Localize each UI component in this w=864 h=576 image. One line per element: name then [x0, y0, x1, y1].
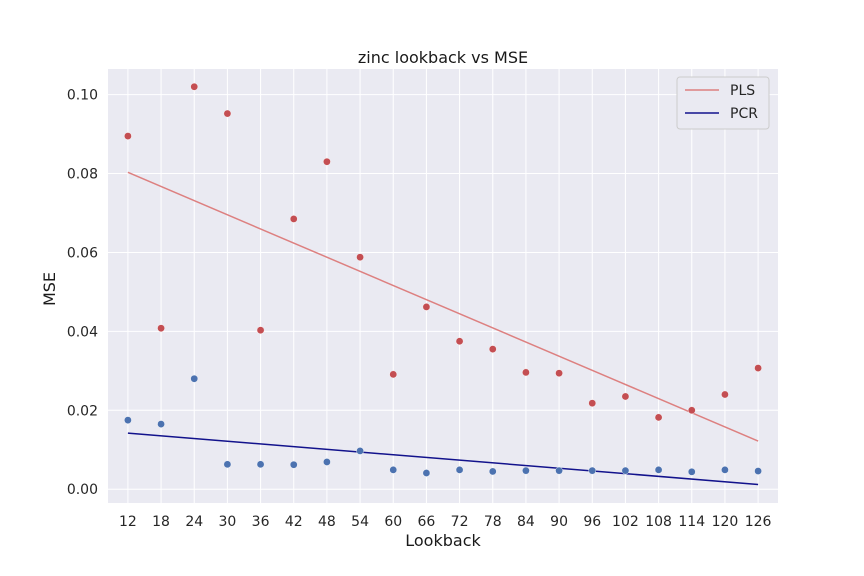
pcr-point — [223, 460, 232, 469]
pcr-point — [289, 460, 298, 469]
legend-label-pls: PLS — [730, 83, 755, 99]
data-points — [124, 82, 762, 477]
y-tick-label: 0.10 — [67, 88, 98, 104]
x-tick-labels: 12 18 24 30 36 42 48 54 60 66 72 78 84 90 96 102 108 114 1… — [119, 514, 772, 530]
pls-point — [488, 345, 497, 353]
x-tick-label: 36 — [252, 514, 270, 530]
pls-point — [124, 132, 132, 140]
pls-point — [256, 326, 265, 334]
legend: PLS PCR — [676, 76, 770, 130]
y-tick-label: 0.06 — [67, 245, 98, 261]
pcr-point — [654, 466, 663, 474]
x-tick-label: 24 — [185, 514, 203, 530]
pcr-point — [389, 466, 398, 474]
x-tick-label: 48 — [318, 514, 336, 530]
pcr-point — [555, 466, 563, 475]
pcr-point — [687, 468, 696, 476]
chart-title: zinc lookback vs MSE — [358, 48, 528, 67]
pls-point — [687, 406, 696, 415]
pls-point — [754, 364, 762, 372]
pcr-point — [522, 466, 530, 475]
x-tick-label: 102 — [612, 514, 639, 530]
pcr-point — [422, 469, 431, 477]
pls-point — [323, 157, 331, 166]
pls-point — [621, 392, 630, 401]
pcr-point — [588, 466, 597, 475]
x-tick-label: 30 — [218, 514, 236, 530]
pls-point — [356, 253, 364, 261]
pcr-point — [356, 447, 364, 455]
pcr-point — [323, 458, 331, 466]
grid-lines — [108, 69, 778, 503]
pcr-fit-line — [127, 432, 759, 486]
pls-point — [389, 370, 398, 379]
pls-point — [522, 368, 530, 377]
y-tick-label: 0.00 — [67, 482, 98, 498]
pcr-point — [754, 467, 762, 475]
pls-point — [157, 324, 165, 333]
pls-point — [721, 390, 729, 399]
pls-point — [223, 109, 232, 118]
y-tick-labels: 0.00 0.02 0.04 0.06 0.08 0.10 — [67, 88, 98, 499]
plot-background — [108, 69, 778, 503]
x-tick-label: 108 — [645, 514, 672, 530]
pls-point — [654, 413, 663, 422]
pls-point — [455, 337, 464, 346]
x-tick-label: 72 — [451, 514, 469, 530]
pcr-point — [721, 466, 729, 474]
pls-point — [588, 399, 597, 407]
x-tick-label: 126 — [745, 514, 772, 530]
pcr-point — [124, 416, 132, 424]
fit-lines — [127, 171, 759, 486]
pcr-point — [488, 467, 497, 476]
y-axis-label: MSE — [40, 272, 59, 306]
x-tick-label: 96 — [583, 514, 601, 530]
y-tick-label: 0.08 — [67, 167, 98, 183]
pcr-point — [256, 460, 265, 469]
x-tick-label: 12 — [119, 514, 137, 530]
pcr-point — [157, 420, 165, 428]
x-tick-label: 78 — [484, 514, 502, 530]
pls-point — [289, 215, 298, 223]
x-tick-label: 84 — [517, 514, 535, 530]
x-tick-label: 114 — [678, 514, 705, 530]
x-tick-label: 120 — [712, 514, 739, 530]
pcr-point — [621, 466, 630, 475]
x-tick-label: 66 — [418, 514, 436, 530]
pls-point — [555, 369, 563, 377]
pcr-point — [190, 374, 199, 383]
pcr-point — [455, 466, 464, 474]
y-tick-label: 0.04 — [67, 324, 98, 340]
pls-point — [190, 82, 199, 91]
pls-fit-line — [127, 171, 759, 442]
x-tick-label: 42 — [285, 514, 303, 530]
x-tick-label: 18 — [152, 514, 170, 530]
x-tick-label: 60 — [384, 514, 402, 530]
legend-label-pcr: PCR — [730, 106, 758, 122]
y-tick-label: 0.02 — [67, 403, 98, 419]
x-tick-label: 54 — [351, 514, 369, 530]
x-axis-label: Lookback — [405, 531, 481, 550]
x-tick-label: 90 — [550, 514, 568, 530]
pls-point — [422, 303, 431, 311]
